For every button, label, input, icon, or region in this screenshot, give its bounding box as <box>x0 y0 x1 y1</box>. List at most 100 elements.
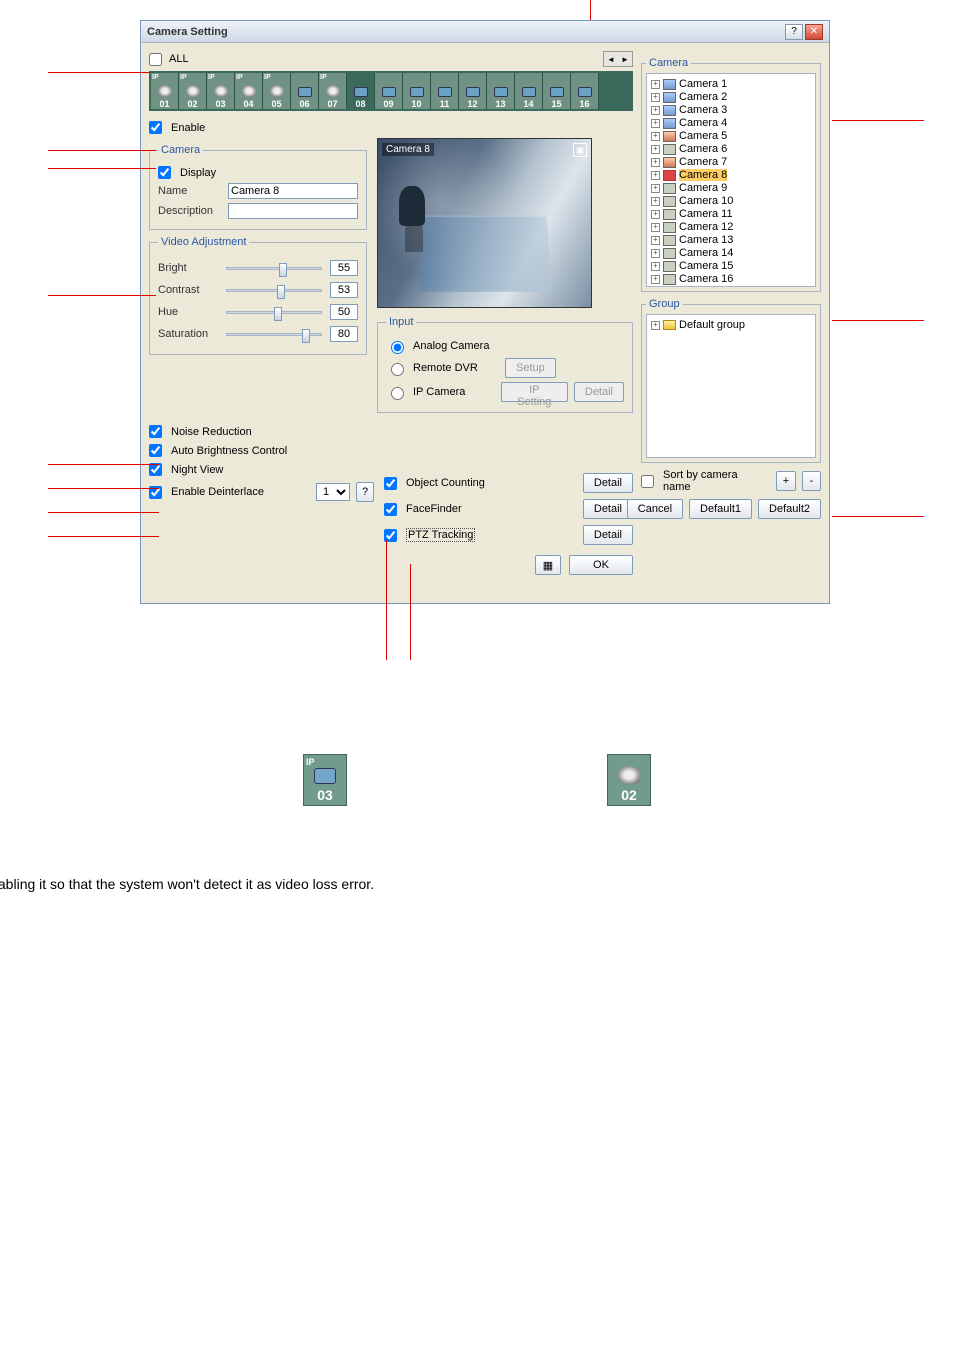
tree-item-label: Camera 12 <box>679 221 733 233</box>
remote-dvr-radio[interactable] <box>391 363 404 376</box>
contrast-slider[interactable] <box>226 289 322 292</box>
group-box[interactable]: + Default group <box>646 314 816 458</box>
tree-item[interactable]: +Camera 6 <box>651 143 811 156</box>
annotation-line <box>48 72 150 73</box>
camera-tab[interactable]: 11 <box>431 73 459 109</box>
tree-item[interactable]: +Camera 7 <box>651 156 811 169</box>
expand-icon[interactable]: + <box>651 262 660 271</box>
help-button[interactable]: ? <box>785 24 803 40</box>
camera-tab[interactable]: 08 <box>347 73 375 109</box>
camera-tab[interactable]: 07 <box>319 73 347 109</box>
ok-button[interactable]: OK <box>569 555 633 575</box>
tree-item[interactable]: +Camera 13 <box>651 234 811 247</box>
expand-icon[interactable]: + <box>651 236 660 245</box>
camera-tab[interactable]: 09 <box>375 73 403 109</box>
camera-tab[interactable]: 04 <box>235 73 263 109</box>
tree-item[interactable]: +Camera 1 <box>651 78 811 91</box>
expand-icon[interactable]: + <box>651 145 660 154</box>
group-default-item[interactable]: + Default group <box>651 319 811 332</box>
camera-tab-number: 08 <box>355 99 365 109</box>
add-button[interactable]: + <box>776 471 795 491</box>
expand-icon[interactable]: + <box>651 197 660 206</box>
expand-icon[interactable]: + <box>651 132 660 141</box>
annotation-line <box>48 536 159 537</box>
close-button[interactable]: ✕ <box>805 24 823 40</box>
deinterlace-select[interactable]: 1 <box>316 483 350 501</box>
camera-tab[interactable]: 10 <box>403 73 431 109</box>
tree-item[interactable]: +Camera 16 <box>651 273 811 286</box>
object-counting-detail-button[interactable]: Detail <box>583 473 633 493</box>
object-counting-checkbox[interactable] <box>384 477 397 490</box>
expand-icon[interactable]: + <box>651 119 660 128</box>
expand-icon[interactable]: + <box>651 249 660 258</box>
tree-item[interactable]: + Camera 12 <box>651 221 811 234</box>
camera-tab[interactable]: 12 <box>459 73 487 109</box>
description-input[interactable] <box>228 203 358 219</box>
camera-fieldset: Camera Display Name Description <box>149 144 367 230</box>
remove-button[interactable]: - <box>802 471 821 491</box>
expand-icon[interactable]: + <box>651 321 660 330</box>
hue-slider[interactable] <box>226 311 322 314</box>
preview-image <box>378 139 591 307</box>
bright-slider[interactable] <box>226 267 322 270</box>
expand-icon[interactable]: + <box>651 80 660 89</box>
camera-tab[interactable]: 05 <box>263 73 291 109</box>
grid-icon-button[interactable]: ▦ <box>535 555 561 575</box>
preview-expand-icon[interactable]: ▣ <box>573 143 587 157</box>
facefinder-checkbox[interactable] <box>384 503 397 516</box>
right-column: Camera +Camera 1+Camera 2+Camera 3+Camer… <box>641 51 821 595</box>
auto-bright-checkbox[interactable] <box>149 444 162 457</box>
noise-checkbox[interactable] <box>149 425 162 438</box>
tree-item[interactable]: +Camera 3 <box>651 104 811 117</box>
camera-tab[interactable]: 16 <box>571 73 599 109</box>
camera-tab[interactable]: 06 <box>291 73 319 109</box>
camera-tree[interactable]: +Camera 1+Camera 2+Camera 3+Camera 4+Cam… <box>646 73 816 287</box>
camera-tab-number: 04 <box>243 99 253 109</box>
tree-item[interactable]: +Camera 4 <box>651 117 811 130</box>
expand-icon[interactable]: + <box>651 158 660 167</box>
tree-item[interactable]: +Camera 10 <box>651 195 811 208</box>
camera-tab[interactable]: 01 <box>151 73 179 109</box>
camera-tab[interactable]: 13 <box>487 73 515 109</box>
analog-radio[interactable] <box>391 341 404 354</box>
expand-icon[interactable]: + <box>651 106 660 115</box>
expand-icon[interactable]: + <box>651 210 660 219</box>
annotation-line <box>48 488 159 489</box>
saturation-slider[interactable] <box>226 333 322 336</box>
facefinder-detail-button[interactable]: Detail <box>583 499 633 519</box>
annotation-line <box>832 120 924 121</box>
ptz-detail-button[interactable]: Detail <box>583 525 633 545</box>
name-input[interactable] <box>228 183 358 199</box>
scroll-right[interactable]: ► <box>618 52 632 66</box>
enable-checkbox[interactable] <box>149 121 162 134</box>
expand-icon[interactable]: + <box>651 223 660 232</box>
tree-item[interactable]: +Camera 9 <box>651 182 811 195</box>
expand-icon[interactable]: + <box>651 171 660 180</box>
expand-icon[interactable]: + <box>651 275 660 284</box>
camera-tab[interactable]: 14 <box>515 73 543 109</box>
ipcam-radio[interactable] <box>391 387 404 400</box>
expand-icon[interactable]: + <box>651 93 660 102</box>
scroll-left[interactable]: ◄ <box>604 52 618 66</box>
deinterlace-help-button[interactable]: ? <box>356 482 374 502</box>
camera-tab[interactable]: 03 <box>207 73 235 109</box>
tree-item[interactable]: +Camera 14 <box>651 247 811 260</box>
annotation-line <box>48 150 156 151</box>
default2-button[interactable]: Default2 <box>758 499 821 519</box>
tree-item[interactable]: +Camera 5 <box>651 130 811 143</box>
tree-item[interactable]: +Camera 2 <box>651 91 811 104</box>
camera-tab[interactable]: 15 <box>543 73 571 109</box>
camera-tab-number: 07 <box>327 99 337 109</box>
tree-item[interactable]: +Camera 15 <box>651 260 811 273</box>
tree-item[interactable]: +Camera 11 <box>651 208 811 221</box>
display-checkbox[interactable] <box>158 166 171 179</box>
annotation-line <box>590 0 591 20</box>
tree-item[interactable]: +Camera 8 <box>651 169 811 182</box>
camera-tab[interactable]: 02 <box>179 73 207 109</box>
cancel-button[interactable]: Cancel <box>627 499 683 519</box>
default1-button[interactable]: Default1 <box>689 499 752 519</box>
all-checkbox[interactable] <box>149 53 162 66</box>
sort-checkbox[interactable] <box>641 475 654 488</box>
expand-icon[interactable]: + <box>651 184 660 193</box>
camera-mini-icon <box>663 118 676 129</box>
